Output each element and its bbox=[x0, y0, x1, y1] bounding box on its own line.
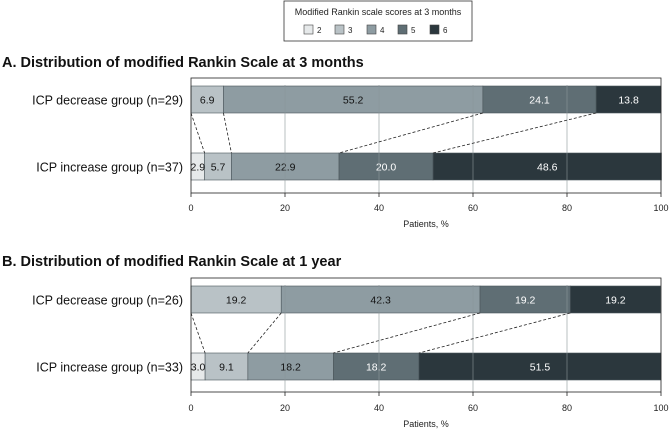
data-label: 18.2 bbox=[280, 362, 301, 374]
legend-label-5: 5 bbox=[411, 26, 416, 35]
data-label: 19.2 bbox=[226, 295, 247, 307]
x-tick-label: 20 bbox=[280, 403, 290, 413]
data-label: 48.6 bbox=[537, 162, 558, 174]
category-label: ICP increase group (n=37) bbox=[36, 161, 183, 175]
x-tick-label: 0 bbox=[188, 203, 193, 213]
connector-line bbox=[247, 312, 282, 354]
bar-segment-3 bbox=[190, 285, 282, 314]
data-label: 13.8 bbox=[618, 95, 639, 107]
legend-box bbox=[283, 0, 473, 42]
data-label: 18.2 bbox=[366, 362, 387, 374]
legend-label-2: 2 bbox=[317, 26, 322, 35]
x-tick-label: 80 bbox=[562, 403, 572, 413]
bar-segment-3 bbox=[204, 152, 232, 181]
panel-title: A. Distribution of modified Rankin Scale… bbox=[2, 55, 364, 71]
bar-segment-6 bbox=[569, 285, 661, 314]
data-label: 5.7 bbox=[211, 162, 226, 174]
connector-line bbox=[223, 112, 232, 154]
bar-segment-4 bbox=[280, 285, 481, 314]
x-tick-label: 100 bbox=[653, 203, 668, 213]
bar-segment-5 bbox=[479, 285, 571, 314]
bar-segment-5 bbox=[482, 85, 597, 114]
data-label: 19.2 bbox=[605, 295, 626, 307]
legend: Modified Rankin scale scores at 3 months… bbox=[283, 0, 473, 42]
panel-b: B. Distribution of modified Rankin Scale… bbox=[2, 254, 669, 429]
connector-line bbox=[338, 112, 483, 154]
legend-swatch-4 bbox=[366, 24, 377, 35]
x-tick-label: 100 bbox=[653, 403, 668, 413]
legend-title: Modified Rankin scale scores at 3 months bbox=[295, 7, 462, 17]
connector-line bbox=[432, 112, 597, 154]
legend-swatch-2 bbox=[303, 24, 314, 35]
plot-frame bbox=[190, 277, 662, 393]
x-tick-label: 40 bbox=[374, 403, 384, 413]
category-label: ICP decrease group (n=26) bbox=[32, 294, 183, 308]
data-label: 19.2 bbox=[515, 295, 536, 307]
bar-segment-6 bbox=[595, 85, 662, 114]
bar-segment-3 bbox=[204, 352, 249, 381]
connector-line bbox=[418, 312, 571, 354]
data-label: 42.3 bbox=[370, 295, 391, 307]
panel-a: A. Distribution of modified Rankin Scale… bbox=[2, 55, 669, 229]
data-label: 2.9 bbox=[191, 162, 206, 174]
bar-segment-4 bbox=[247, 352, 334, 381]
category-label: ICP decrease group (n=29) bbox=[32, 94, 183, 108]
category-label: ICP increase group (n=33) bbox=[36, 361, 183, 375]
panels: A. Distribution of modified Rankin Scale… bbox=[2, 55, 669, 429]
x-axis-label: Patients, % bbox=[403, 419, 449, 429]
legend-swatch-3 bbox=[334, 24, 345, 35]
x-tick-label: 60 bbox=[468, 403, 478, 413]
x-tick-label: 80 bbox=[562, 203, 572, 213]
x-tick-label: 0 bbox=[188, 403, 193, 413]
bar-segment-6 bbox=[432, 152, 662, 181]
legend-swatch-5 bbox=[397, 24, 408, 35]
legend-swatch-6 bbox=[429, 24, 440, 35]
data-label: 20.0 bbox=[376, 162, 397, 174]
legend-label-6: 6 bbox=[443, 26, 448, 35]
bar-segment-5 bbox=[338, 152, 434, 181]
data-label: 3.0 bbox=[191, 362, 206, 374]
panel-title: B. Distribution of modified Rankin Scale… bbox=[2, 254, 342, 270]
legend-label-3: 3 bbox=[348, 26, 353, 35]
data-label: 9.1 bbox=[219, 362, 234, 374]
data-label: 51.5 bbox=[530, 362, 551, 374]
x-tick-label: 40 bbox=[374, 203, 384, 213]
bar-segment-3 bbox=[190, 85, 224, 114]
connector-line bbox=[190, 112, 206, 154]
legend-label-4: 4 bbox=[380, 26, 385, 35]
x-axis-label: Patients, % bbox=[403, 219, 449, 229]
connector-line bbox=[333, 312, 481, 354]
bar-segment-4 bbox=[223, 85, 484, 114]
data-label: 22.9 bbox=[275, 162, 296, 174]
data-label: 6.9 bbox=[200, 95, 215, 107]
data-label: 55.2 bbox=[343, 95, 364, 107]
data-label: 24.1 bbox=[529, 95, 550, 107]
x-tick-label: 20 bbox=[280, 203, 290, 213]
connector-line bbox=[190, 312, 206, 354]
plot-frame bbox=[190, 77, 662, 194]
x-tick-label: 60 bbox=[468, 203, 478, 213]
